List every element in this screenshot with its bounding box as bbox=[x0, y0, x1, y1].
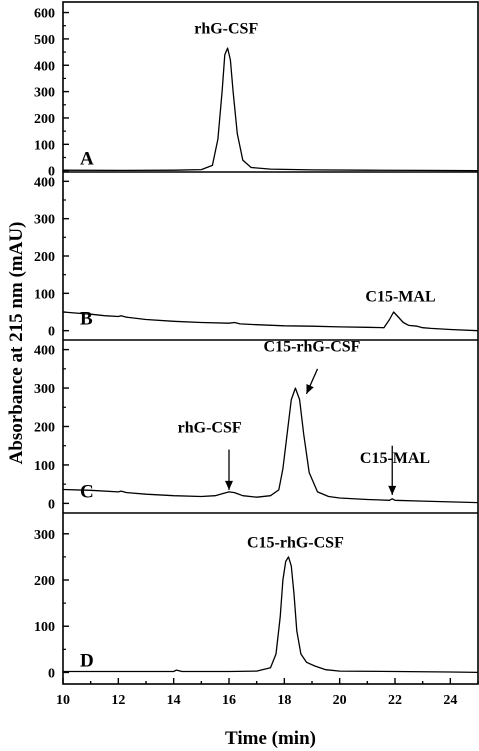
peak-annotation: rhG-CSF bbox=[194, 21, 258, 38]
y-axis-title: Absorbance at 215 nm (mAU) bbox=[6, 222, 27, 465]
x-tick-label: 24 bbox=[443, 693, 457, 708]
y-tick-label: 400 bbox=[34, 175, 55, 190]
y-tick-label: 200 bbox=[34, 250, 55, 265]
chromatogram-trace bbox=[62, 47, 479, 172]
panel-B: 0 100 200 300 400 B C15-MAL bbox=[34, 171, 479, 340]
peak-annotation: C15-rhG-CSF bbox=[264, 339, 361, 356]
x-tick-label: 12 bbox=[111, 693, 125, 708]
peak-annotation: C15-rhG-CSF bbox=[247, 535, 344, 552]
x-axis: 10 12 14 16 18 20 22 24 bbox=[56, 678, 479, 708]
y-tick-label: 400 bbox=[34, 59, 55, 74]
y-tick-label: 200 bbox=[34, 574, 55, 589]
panel-D: 0 100 200 300 D C15-rhG-CSF bbox=[34, 512, 479, 681]
y-tick-label: 0 bbox=[48, 165, 55, 180]
y-tick-label: 300 bbox=[34, 528, 55, 543]
y-tick-label: 200 bbox=[34, 112, 55, 127]
x-tick-label: 22 bbox=[388, 693, 402, 708]
y-tick-label: 0 bbox=[48, 325, 55, 340]
x-tick-label: 20 bbox=[333, 693, 347, 708]
y-tick-label: 600 bbox=[34, 7, 55, 22]
y-tick-label: 400 bbox=[34, 344, 55, 359]
peak-annotation: C15-MAL bbox=[360, 450, 430, 467]
peak-annotation: C15-MAL bbox=[365, 289, 435, 306]
annotation-arrow bbox=[305, 368, 319, 395]
panel-label: B bbox=[80, 309, 93, 330]
y-tick-label: 200 bbox=[34, 421, 55, 436]
x-tick-label: 10 bbox=[56, 693, 70, 708]
panel-label: C bbox=[80, 481, 94, 502]
x-tick-label: 14 bbox=[167, 693, 181, 708]
y-tick-label: 100 bbox=[34, 459, 55, 474]
panel-label: D bbox=[80, 650, 94, 671]
peak-annotation: rhG-CSF bbox=[178, 419, 242, 436]
y-tick-label: 500 bbox=[34, 33, 55, 48]
annotation-arrow bbox=[388, 445, 397, 495]
chromatogram-trace bbox=[62, 387, 479, 504]
x-tick-label: 18 bbox=[277, 693, 291, 708]
y-tick-label: 0 bbox=[48, 666, 55, 681]
chromatogram-trace bbox=[62, 311, 479, 332]
x-axis-title: Time (min) bbox=[225, 728, 316, 749]
panel-label: A bbox=[80, 149, 94, 170]
plot-frame bbox=[62, 1, 479, 685]
y-tick-label: 100 bbox=[34, 138, 55, 153]
y-tick-label: 300 bbox=[34, 382, 55, 397]
y-tick-label: 100 bbox=[34, 287, 55, 302]
y-tick-label: 100 bbox=[34, 620, 55, 635]
chromatogram-trace bbox=[63, 556, 479, 674]
annotation-arrow bbox=[225, 449, 233, 490]
x-tick-label: 16 bbox=[222, 693, 236, 708]
y-tick-label: 300 bbox=[34, 213, 55, 228]
y-tick-label: 0 bbox=[48, 497, 55, 512]
y-tick-label: 300 bbox=[34, 86, 55, 101]
